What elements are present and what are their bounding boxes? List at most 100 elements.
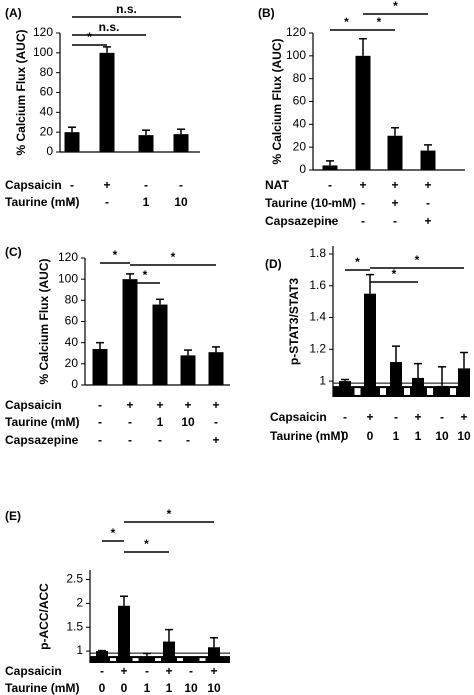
condition-value: + <box>460 410 467 424</box>
bar <box>138 135 154 152</box>
condition-value: 10 <box>184 681 198 695</box>
y-tick-label: 2.5 <box>66 572 83 586</box>
y-tick-label: 100 <box>33 45 53 59</box>
bar <box>322 165 338 170</box>
condition-value: + <box>210 664 217 678</box>
axis-break-gap <box>427 388 433 395</box>
bar <box>64 132 80 152</box>
y-tick-label: 80 <box>293 71 307 85</box>
condition-value: 1 <box>157 415 164 429</box>
y-tick-label: 20 <box>293 139 307 153</box>
condition-value: - <box>186 433 190 447</box>
bar <box>436 385 448 397</box>
condition-value: - <box>328 196 332 210</box>
axis-break-gap <box>380 388 386 395</box>
condition-value: 10 <box>207 681 221 695</box>
condition-value: - <box>70 178 74 192</box>
condition-label: Capsazepine <box>5 433 79 447</box>
condition-label: Capsazepine <box>265 214 339 228</box>
condition-value: - <box>98 433 102 447</box>
y-tick-label: 20 <box>40 124 54 138</box>
condition-value: 0 <box>121 681 128 695</box>
bar <box>99 52 115 153</box>
condition-value: + <box>391 178 398 192</box>
condition-value: 1 <box>393 429 400 443</box>
y-tick-label: 60 <box>293 94 307 108</box>
y-axis-label: % Calcium Flux (AUC) <box>14 29 28 155</box>
condition-value: - <box>214 415 218 429</box>
condition-value: - <box>98 415 102 429</box>
axis-break-gap <box>177 658 183 661</box>
y-axis-label: % Calcium Flux (AUC) <box>270 38 284 164</box>
condition-value: - <box>100 664 104 678</box>
bar <box>173 134 189 152</box>
bar <box>339 381 351 397</box>
y-tick-label: 40 <box>293 117 307 131</box>
panel-label: (B) <box>258 6 275 20</box>
condition-value: - <box>394 410 398 424</box>
y-tick-label: 20 <box>65 356 79 370</box>
condition-value: + <box>424 214 431 228</box>
condition-value: - <box>361 214 365 228</box>
panel-label: (C) <box>5 245 22 259</box>
axis-break-gap <box>404 388 410 395</box>
condition-value: 10 <box>181 415 195 429</box>
bar <box>420 150 436 170</box>
condition-value: + <box>126 398 133 412</box>
condition-label: Taurine (mM) <box>5 415 79 429</box>
significance-label: n.s. <box>116 2 137 16</box>
condition-value: + <box>359 178 366 192</box>
significance-label: * <box>144 537 149 551</box>
y-axis-label: p-ACC/ACC <box>37 583 51 650</box>
condition-label: Capsaicin <box>5 664 62 678</box>
condition-value: 1 <box>415 429 422 443</box>
condition-label: Taurine (mM) <box>5 195 79 209</box>
condition-value: 10 <box>174 195 188 209</box>
y-tick-label: 1.5 <box>66 619 83 633</box>
y-tick-label: 1.2 <box>309 341 326 355</box>
condition-label: NAT <box>265 178 289 192</box>
condition-label: Taurine (10 mM) <box>265 196 356 210</box>
bar <box>387 135 403 170</box>
axis-break-gap <box>155 658 161 661</box>
axis-break-gap <box>450 388 456 395</box>
significance-label: * <box>143 268 148 282</box>
significance-label: n.s. <box>99 20 120 34</box>
condition-value: - <box>328 178 332 192</box>
condition-value: + <box>120 664 127 678</box>
y-axis-label: % Calcium Flux (AUC) <box>37 258 51 384</box>
y-tick-label: 60 <box>40 85 54 99</box>
bar <box>208 352 224 385</box>
condition-value: - <box>426 196 430 210</box>
significance-label: * <box>392 267 397 281</box>
condition-value: 1 <box>144 681 151 695</box>
y-tick-label: 1 <box>319 373 326 387</box>
y-tick-label: 120 <box>58 250 78 264</box>
bar <box>118 605 130 663</box>
bar <box>163 641 175 663</box>
bar <box>92 349 108 385</box>
condition-value: - <box>343 410 347 424</box>
condition-value: - <box>328 214 332 228</box>
condition-value: - <box>128 415 132 429</box>
panel-label: (D) <box>265 257 282 271</box>
significance-label: * <box>87 30 92 44</box>
bar <box>458 368 470 397</box>
significance-label: * <box>167 507 172 521</box>
condition-value: 0 <box>367 429 374 443</box>
condition-value: - <box>179 178 183 192</box>
condition-label: Capsaicin <box>270 410 327 424</box>
bar <box>412 377 424 397</box>
bar <box>208 647 220 663</box>
condition-value: - <box>128 433 132 447</box>
condition-value: + <box>103 178 110 192</box>
bar <box>180 355 196 385</box>
significance-label: * <box>415 253 420 267</box>
significance-label: * <box>393 0 398 13</box>
condition-value: 0 <box>342 429 349 443</box>
condition-value: + <box>156 398 163 412</box>
y-axis-label: p-STAT3/STAT3 <box>287 278 301 365</box>
y-tick-label: 0 <box>299 162 306 176</box>
